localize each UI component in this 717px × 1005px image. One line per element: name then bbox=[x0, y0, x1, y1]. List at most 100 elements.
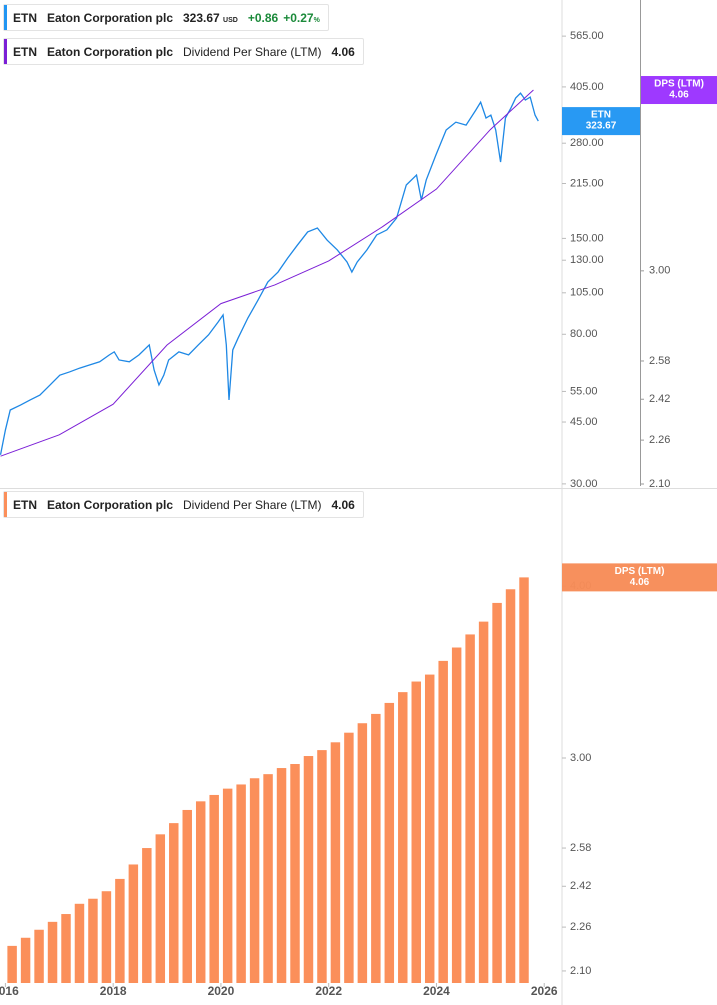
bar bbox=[155, 834, 166, 983]
tag-box bbox=[562, 563, 717, 592]
series-name: Dividend Per Share (LTM) bbox=[183, 497, 322, 512]
bar bbox=[317, 750, 327, 983]
bar bbox=[451, 647, 462, 983]
y-tick-label: 55.00 bbox=[570, 385, 598, 397]
tag-value: 4.06 bbox=[669, 90, 689, 101]
price-group: 323.67 USD bbox=[183, 11, 238, 25]
dps-legend: ETN Eaton Corporation plc Dividend Per S… bbox=[3, 38, 364, 65]
bar bbox=[7, 945, 17, 983]
tag-name: ETN bbox=[591, 110, 611, 121]
change: +0.86 bbox=[247, 10, 279, 25]
y-tick-label: 2.26 bbox=[570, 921, 591, 933]
bar bbox=[398, 692, 408, 983]
bar bbox=[20, 937, 31, 983]
bar bbox=[195, 801, 206, 983]
bar bbox=[101, 891, 112, 983]
tag-name: DPS (LTM) bbox=[615, 566, 665, 577]
bar bbox=[47, 921, 58, 983]
y-tick-label: 565.00 bbox=[570, 30, 604, 42]
x-tick-label: 2020 bbox=[208, 984, 235, 998]
bar bbox=[182, 809, 192, 983]
bar bbox=[142, 848, 152, 983]
bar bbox=[209, 794, 219, 983]
bar-legend: ETN Eaton Corporation plc Dividend Per S… bbox=[3, 491, 364, 518]
tag-name: DPS (LTM) bbox=[654, 79, 704, 90]
symbol: ETN bbox=[13, 10, 37, 25]
symbol: ETN bbox=[13, 497, 37, 512]
y-tick-label: 2.10 bbox=[570, 965, 591, 977]
bar bbox=[505, 589, 516, 983]
bar bbox=[424, 674, 435, 983]
y2-tick-label: 3.00 bbox=[649, 265, 670, 277]
bar bbox=[357, 723, 368, 983]
series-line bbox=[0, 89, 534, 457]
bar bbox=[492, 602, 502, 983]
y-tick-label: 105.00 bbox=[570, 287, 604, 299]
last-dps: 4.06 bbox=[331, 44, 355, 59]
bar bbox=[276, 768, 287, 983]
x-tick-label: 2022 bbox=[315, 984, 342, 998]
company-name: Eaton Corporation plc bbox=[47, 10, 173, 25]
tag-value: 323.67 bbox=[586, 121, 617, 132]
pct-sign: % bbox=[313, 16, 320, 24]
change-pct: +0.27 bbox=[283, 10, 314, 25]
value-tag: DPS (LTM)4.06 bbox=[562, 563, 717, 592]
series-line bbox=[0, 92, 539, 455]
bar bbox=[411, 681, 421, 983]
legend-swatch bbox=[4, 39, 7, 64]
y2-tick-label: 2.58 bbox=[649, 355, 670, 367]
bar bbox=[34, 929, 44, 983]
legend-swatch bbox=[4, 492, 7, 517]
bar bbox=[74, 903, 85, 983]
bar bbox=[438, 660, 448, 983]
company-name: Eaton Corporation plc bbox=[47, 44, 173, 59]
company-name: Eaton Corporation plc bbox=[47, 497, 173, 512]
tag-box bbox=[562, 107, 640, 136]
bar bbox=[344, 732, 354, 983]
value-tag: DPS (LTM)4.06 bbox=[641, 76, 717, 105]
bar bbox=[249, 778, 260, 983]
x-tick-label: 2026 bbox=[531, 984, 558, 998]
tag-value: 4.06 bbox=[630, 577, 650, 588]
bar bbox=[61, 914, 71, 983]
y-tick-label: 45.00 bbox=[570, 416, 598, 428]
x-tick-label: 2018 bbox=[100, 984, 127, 998]
y-tick-label: 280.00 bbox=[570, 137, 604, 149]
y-tick-label: 2.58 bbox=[570, 842, 591, 854]
y2-tick-label: 2.26 bbox=[649, 434, 670, 446]
series-name: Dividend Per Share (LTM) bbox=[183, 44, 322, 59]
y2-tick-label: 2.10 bbox=[649, 478, 670, 490]
bar bbox=[88, 898, 98, 983]
bar bbox=[330, 742, 341, 983]
bar bbox=[169, 823, 179, 983]
bar bbox=[478, 621, 489, 983]
legend-swatch bbox=[4, 5, 7, 30]
bar bbox=[263, 774, 273, 983]
price-legend: ETN Eaton Corporation plc 323.67 USD +0.… bbox=[3, 4, 329, 31]
change-pct-group: +0.27% bbox=[283, 11, 320, 25]
symbol: ETN bbox=[13, 44, 37, 59]
bar bbox=[519, 577, 529, 983]
y-tick-label: 405.00 bbox=[570, 81, 604, 93]
y-tick-label: 150.00 bbox=[570, 232, 604, 244]
last-dps: 4.06 bbox=[331, 497, 355, 512]
bar bbox=[303, 756, 314, 983]
currency: USD bbox=[223, 16, 238, 24]
y-tick-label: 2.42 bbox=[570, 880, 591, 892]
y-tick-label: 80.00 bbox=[570, 328, 598, 340]
tag-box bbox=[641, 76, 717, 105]
bar bbox=[222, 788, 233, 983]
bar bbox=[371, 713, 381, 983]
bar bbox=[115, 878, 125, 983]
bar bbox=[384, 702, 395, 983]
y-tick-label: 130.00 bbox=[570, 254, 604, 266]
bar bbox=[236, 784, 246, 983]
y2-tick-label: 2.42 bbox=[649, 393, 670, 405]
x-tick-label: 2024 bbox=[423, 984, 450, 998]
y-tick-label: 3.00 bbox=[570, 752, 591, 764]
bar bbox=[128, 864, 139, 983]
y-tick-label: 30.00 bbox=[570, 478, 598, 490]
